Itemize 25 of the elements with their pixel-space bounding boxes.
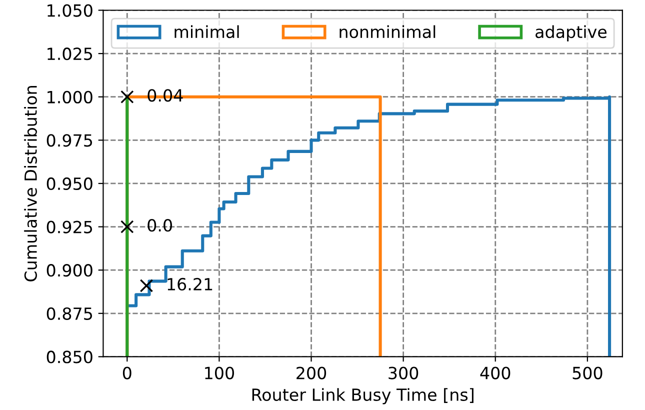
y-tick-label: 1.050	[48, 4, 92, 17]
point	[120, 220, 134, 234]
x-tick-label: 100	[205, 366, 234, 380]
legend-label: minimal	[174, 25, 239, 38]
y-tick-label: 0.950	[46, 177, 92, 190]
y-tick-label: 1.000	[48, 90, 92, 104]
legend-label: adaptive	[536, 25, 607, 42]
point	[140, 279, 154, 292]
x-tick-label: 0	[122, 366, 132, 380]
annotation: 0.0	[148, 219, 172, 232]
x-axis-title: Router Link Busy Time [ns]	[252, 388, 474, 404]
y-tick-label: 0.925	[46, 220, 92, 234]
annotation: 16.21	[168, 278, 212, 291]
y-tick-label: 0.900	[46, 264, 92, 277]
x-tick-label: 400	[480, 366, 510, 380]
y-tick-label: 1.025	[48, 48, 92, 60]
point	[120, 90, 134, 104]
y-tick-label: 0.875	[46, 307, 92, 320]
x-tick-label: 300	[388, 366, 418, 380]
legend-label: nonminimal	[340, 25, 436, 38]
x-tick-label: 200	[296, 366, 326, 380]
y-axis-title: Cumulative Distribution	[24, 86, 37, 282]
y-tick-label: 0.850	[46, 350, 92, 364]
x-tick-label: 500	[572, 366, 602, 380]
y-tick-label: 0.975	[46, 134, 92, 147]
